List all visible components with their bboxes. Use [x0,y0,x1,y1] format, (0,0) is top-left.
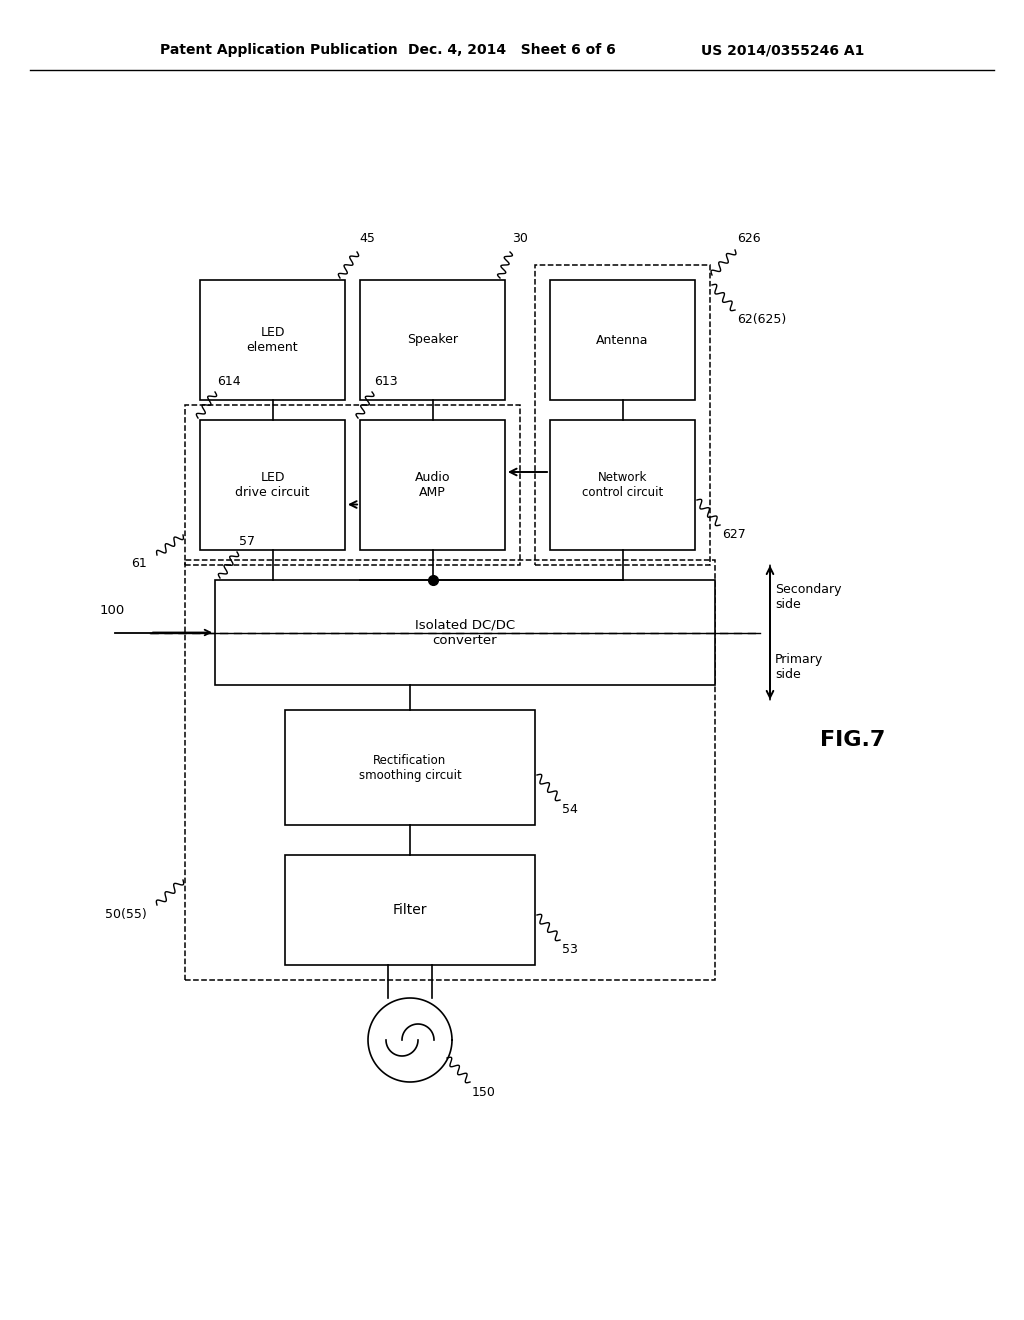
Text: 30: 30 [512,232,528,246]
Bar [550,280,695,400]
Text: US 2014/0355246 A1: US 2014/0355246 A1 [700,44,864,57]
Text: Patent Application Publication: Patent Application Publication [160,44,397,57]
Text: Speaker: Speaker [407,334,458,346]
Bar [550,420,695,550]
Bar [360,420,505,550]
Text: 626: 626 [737,232,761,246]
Text: 627: 627 [722,528,745,541]
Bar [360,280,505,400]
Text: Audio
AMP: Audio AMP [415,471,451,499]
Text: FIG.7: FIG.7 [820,730,886,750]
Text: Rectification
smoothing circuit: Rectification smoothing circuit [358,754,462,781]
Bar [535,265,710,565]
Bar [185,560,715,979]
Text: Dec. 4, 2014   Sheet 6 of 6: Dec. 4, 2014 Sheet 6 of 6 [409,44,615,57]
Bar [185,405,520,565]
Bar [215,579,715,685]
Text: 54: 54 [562,803,578,816]
Text: Antenna: Antenna [596,334,649,346]
Text: Secondary
side: Secondary side [775,583,842,611]
Bar [200,420,345,550]
Bar [285,855,535,965]
Text: 150: 150 [472,1086,496,1100]
Text: 62(625): 62(625) [737,313,786,326]
Text: 614: 614 [217,375,241,388]
Bar [200,280,345,400]
Text: Isolated DC/DC
converter: Isolated DC/DC converter [415,619,515,647]
Text: Filter: Filter [393,903,427,917]
Text: Primary
side: Primary side [775,653,823,681]
Text: LED
element: LED element [247,326,298,354]
Text: 50(55): 50(55) [105,908,147,921]
Text: 61: 61 [131,557,147,570]
Text: LED
drive circuit: LED drive circuit [236,471,309,499]
Text: 53: 53 [562,942,578,956]
Text: 57: 57 [239,535,255,548]
Text: 45: 45 [359,232,375,246]
Bar [285,710,535,825]
Text: 613: 613 [374,375,397,388]
Text: Network
control circuit: Network control circuit [582,471,664,499]
Text: 100: 100 [100,605,125,616]
